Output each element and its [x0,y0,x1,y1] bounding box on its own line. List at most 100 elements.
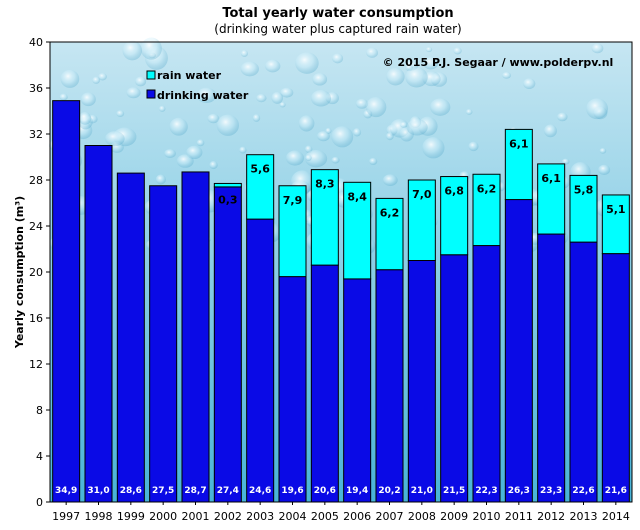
water-drop [240,50,248,57]
water-drop [256,93,267,103]
bar-rain-2006 [343,181,372,280]
water-drop [331,156,340,164]
x-tick-label: 2000 [149,510,177,523]
bar-drinking-2000 [149,185,178,503]
x-tick-label: 1999 [117,510,145,523]
value-label-drinking-2014: 21,6 [605,486,627,496]
y-axis-label: Yearly consumption (m³) [13,196,26,349]
water-drop [92,76,101,84]
value-label-drinking-2012: 23,3 [540,486,562,496]
x-tick-label: 2004 [279,510,307,523]
water-drop [599,148,607,154]
bars-group: 34,9 31,0 28,6 27,5 28,7 27,4 0,3 24,6 5,6 19,6 7,… [52,100,630,503]
value-label-drinking-2008: 21,0 [411,486,433,496]
y-tick-label: 12 [29,358,43,371]
y-tick-label: 36 [29,82,43,95]
water-drop [271,91,284,104]
value-label-drinking-2003: 24,6 [249,486,271,496]
y-tick-label: 32 [29,128,43,141]
bar-rain-2012 [537,163,566,235]
plot-background [50,42,632,502]
y-tick-label: 20 [29,266,43,279]
water-drop [158,105,166,112]
value-label-rain-2007: 6,2 [380,206,400,219]
bar-drinking-1999 [116,172,145,503]
water-drop [304,145,313,154]
water-drop [561,158,570,165]
bar-drinking-2004 [278,276,307,503]
water-drop [164,149,176,158]
water-drop [502,71,512,79]
bar-drinking-1998 [84,145,113,503]
value-label-rain-2003: 5,6 [250,163,270,176]
copyright-text: © 2015 P.J. Segaar / www.polderpv.nl [383,56,614,69]
water-drop [352,128,362,137]
water-drop [386,132,394,141]
bar-drinking-2010 [472,245,501,503]
legend-label-rain: rain water [157,69,222,82]
bar-drinking-2014 [601,253,630,503]
x-tick-label: 2002 [214,510,242,523]
y-tick-label: 8 [36,404,43,417]
water-drop [240,61,259,77]
water-drop [331,126,354,148]
x-tick-label: 2008 [408,510,436,523]
value-label-rain-2005: 8,3 [315,178,335,191]
bar-rain-2004 [278,185,307,278]
value-label-drinking-2009: 21,5 [443,486,465,496]
value-label-rain-2009: 6,8 [444,185,464,198]
water-drop [468,141,479,152]
water-drop [400,121,408,128]
water-drop [298,115,315,132]
water-drop [239,146,247,154]
value-label-rain-2013: 5,8 [574,183,594,196]
value-label-drinking-2013: 22,6 [572,486,594,496]
bar-drinking-2012 [537,233,566,503]
water-drop [422,137,445,159]
bar-rain-2014 [601,194,630,255]
value-label-drinking-2010: 22,3 [475,486,497,496]
water-drop [295,52,319,74]
water-drop [265,59,281,73]
water-drop [285,150,305,166]
water-drop [280,87,294,98]
y-tick-label: 16 [29,312,43,325]
water-drop [116,110,125,118]
water-drop [126,87,141,99]
water-drop [140,37,162,60]
bar-drinking-2003 [246,218,275,503]
bar-rain-2005 [310,169,339,266]
value-label-drinking-2001: 28,7 [184,486,206,496]
value-label-drinking-2007: 20,2 [378,486,400,496]
y-axis: 0 4 8 12 16 20 24 28 32 36 40 [29,36,50,509]
water-drop [423,57,439,70]
value-label-rain-2010: 6,2 [477,182,497,195]
bar-drinking-2006 [343,278,372,503]
water-drop [78,111,92,125]
water-drop [60,69,80,88]
x-tick-label: 1997 [52,510,80,523]
water-drop [155,174,166,185]
water-drop [304,149,328,168]
water-drop [406,119,428,136]
water-drop [382,174,398,186]
y-tick-label: 0 [36,496,43,509]
water-drop [366,47,379,58]
bar-rain-2013 [569,174,598,243]
water-drop [310,89,332,107]
y-tick-label: 4 [36,450,43,463]
water-drop [369,157,378,165]
chart-title: Total yearly water consumption [222,6,453,21]
bar-drinking-2002 [213,186,242,503]
water-drop [207,113,220,124]
value-label-drinking-2000: 27,5 [152,486,174,496]
value-label-rain-2011: 6,1 [509,137,529,150]
value-label-drinking-2005: 20,6 [314,486,336,496]
bar-drinking-2008 [407,260,436,503]
water-drop [176,154,194,168]
value-label-rain-2006: 8,4 [347,190,367,203]
legend: rain water drinking water [146,69,249,102]
y-tick-label: 40 [29,36,43,49]
value-label-rain-2008: 7,0 [412,188,432,201]
